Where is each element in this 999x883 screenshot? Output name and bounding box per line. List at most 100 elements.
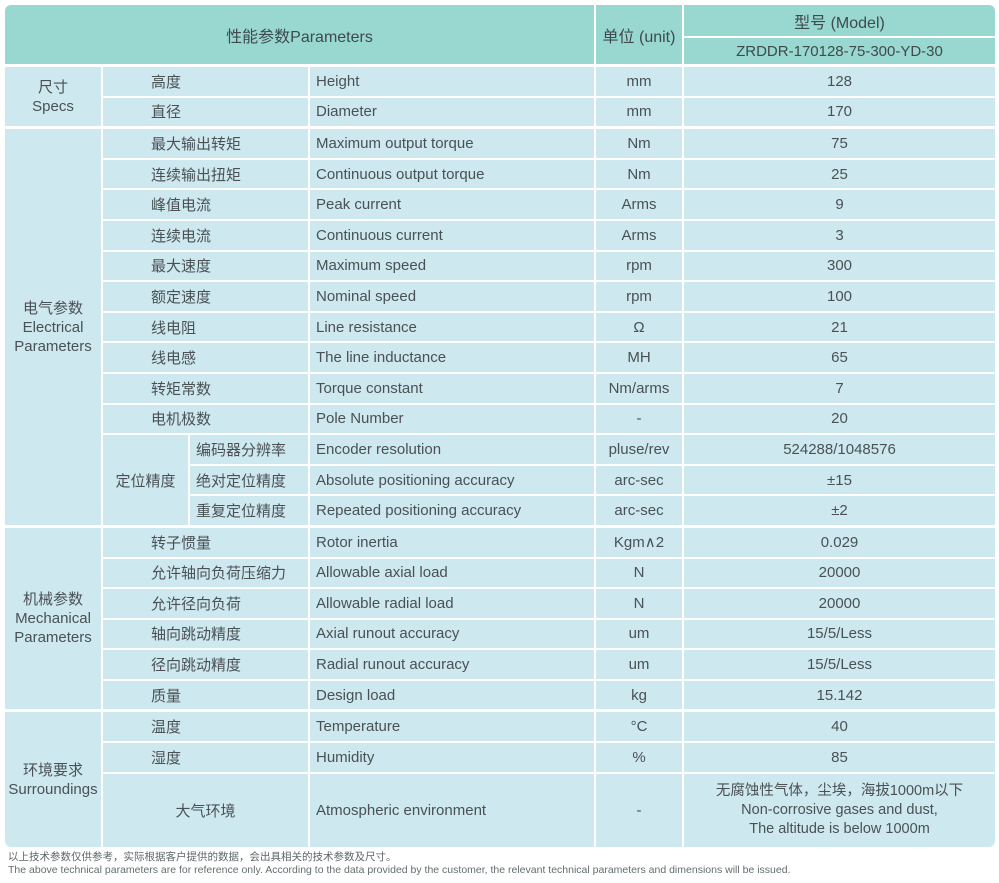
param-label-en: Allowable radial load — [310, 589, 594, 618]
param-value: 7 — [684, 373, 995, 403]
param-value-atmospheric: 无腐蚀性气体，尘埃，海拔1000m以下 Non-corrosive gases … — [684, 773, 995, 847]
param-label-zh: 编码器分辨率 — [190, 435, 308, 464]
param-label-zh: 连续电流 — [103, 220, 308, 250]
param-label-en: Design load — [310, 680, 594, 710]
param-unit: Nm/arms — [596, 373, 682, 403]
param-value: 75 — [684, 129, 995, 158]
param-unit: arc-sec — [596, 465, 682, 495]
param-label-en: Temperature — [310, 712, 594, 742]
param-label-zh: 高度 — [103, 67, 308, 96]
param-unit: Arms — [596, 190, 682, 219]
param-unit: - — [596, 404, 682, 434]
param-label-en: Pole Number — [310, 404, 594, 434]
param-value: 15/5/Less — [684, 650, 995, 679]
param-unit: - — [596, 773, 682, 847]
param-label-zh: 绝对定位精度 — [190, 465, 308, 495]
param-label-zh: 最大速度 — [103, 251, 308, 281]
param-value: 0.029 — [684, 527, 995, 557]
param-unit: arc-sec — [596, 496, 682, 525]
param-unit: mm — [596, 97, 682, 127]
param-label-en: Repeated positioning accuracy — [310, 496, 594, 525]
table-header: 性能参数Parameters 单位 (unit) 型号 (Model) ZRDD… — [5, 5, 995, 64]
param-value: 20000 — [684, 558, 995, 588]
param-value: 15.142 — [684, 680, 995, 710]
param-value: 40 — [684, 712, 995, 742]
param-label-en: The line inductance — [310, 343, 594, 372]
param-value: 20 — [684, 404, 995, 434]
param-label-en: Absolute positioning accuracy — [310, 465, 594, 495]
param-label-en: Torque constant — [310, 373, 594, 403]
subgroup-positioning-accuracy: 定位精度 — [103, 435, 188, 525]
group-label-en: Surroundings — [8, 780, 98, 798]
header-unit: 单位 (unit) — [596, 5, 682, 64]
group-label-en: Electrical Parameters — [14, 318, 92, 355]
param-label-en: Line resistance — [310, 312, 594, 342]
section-specs: 尺寸 Specs 高度 Height mm 128 直径 Diameter mm… — [5, 67, 995, 127]
param-label-zh: 最大输出转矩 — [103, 129, 308, 158]
group-label-zh: 环境要求 — [22, 761, 83, 779]
param-label-zh: 电机极数 — [103, 404, 308, 434]
param-value: 25 — [684, 159, 995, 189]
param-value: 524288/1048576 — [684, 435, 995, 464]
section-mechanical: 机械参数 Mechanical Parameters 转子惯量 Rotor in… — [5, 527, 995, 710]
param-unit: mm — [596, 67, 682, 96]
param-unit: rpm — [596, 282, 682, 311]
param-value: 100 — [684, 282, 995, 311]
param-label-en: Radial runout accuracy — [310, 650, 594, 679]
param-unit: pluse/rev — [596, 435, 682, 464]
param-unit: Nm — [596, 159, 682, 189]
param-label-en: Continuous output torque — [310, 159, 594, 189]
param-label-en: Nominal speed — [310, 282, 594, 311]
param-label-zh: 允许径向负荷 — [103, 589, 308, 618]
param-label-en: Encoder resolution — [310, 435, 594, 464]
atmospheric-line-en1: Non-corrosive gases and dust, — [741, 801, 938, 818]
param-label-en: Rotor inertia — [310, 527, 594, 557]
param-label-en: Allowable axial load — [310, 558, 594, 588]
param-unit: kg — [596, 680, 682, 710]
param-label-zh: 轴向跳动精度 — [103, 619, 308, 649]
param-unit: rpm — [596, 251, 682, 281]
param-label-en: Humidity — [310, 743, 594, 772]
param-label-en: Peak current — [310, 190, 594, 219]
param-value: 3 — [684, 220, 995, 250]
param-label-en: Height — [310, 67, 594, 96]
section-surroundings: 环境要求 Surroundings 温度 Temperature °C 40 湿… — [5, 712, 995, 847]
group-label-zh: 机械参数 — [22, 591, 83, 609]
param-label-en: Maximum output torque — [310, 129, 594, 158]
param-label-zh: 大气环境 — [103, 773, 308, 847]
param-label-zh: 直径 — [103, 97, 308, 127]
group-label-en: Mechanical Parameters — [14, 610, 92, 647]
param-label-zh: 温度 — [103, 712, 308, 742]
param-unit: N — [596, 589, 682, 618]
param-value: 300 — [684, 251, 995, 281]
param-value: 20000 — [684, 589, 995, 618]
atmospheric-line-en2: The altitude is below 1000m — [749, 820, 930, 837]
group-label-electrical: 电气参数 Electrical Parameters — [5, 129, 101, 525]
param-value: 128 — [684, 67, 995, 96]
param-unit: Nm — [596, 129, 682, 158]
param-value: 9 — [684, 190, 995, 219]
group-label-specs: 尺寸 Specs — [5, 67, 101, 127]
param-label-zh: 连续输出扭矩 — [103, 159, 308, 189]
footer-note-zh: 以上技术参数仅供参考，实际根据客户提供的数据，会出具相关的技术参数及尺寸。 — [8, 851, 397, 863]
param-label-en: Continuous current — [310, 220, 594, 250]
group-label-surroundings: 环境要求 Surroundings — [5, 712, 101, 847]
param-label-zh: 线电感 — [103, 343, 308, 372]
group-label-en: Specs — [32, 97, 74, 115]
param-value: 170 — [684, 97, 995, 127]
group-label-zh: 电气参数 — [22, 299, 83, 317]
param-value: ±2 — [684, 496, 995, 525]
group-label-mechanical: 机械参数 Mechanical Parameters — [5, 527, 101, 710]
param-unit: Ω — [596, 312, 682, 342]
param-label-zh: 径向跳动精度 — [103, 650, 308, 679]
footer-note-en: The above technical parameters are for r… — [8, 864, 791, 876]
param-unit: um — [596, 650, 682, 679]
param-label-en: Axial runout accuracy — [310, 619, 594, 649]
param-unit: Kgm∧2 — [596, 527, 682, 557]
param-label-zh: 峰值电流 — [103, 190, 308, 219]
param-label-zh: 质量 — [103, 680, 308, 710]
param-label-zh: 额定速度 — [103, 282, 308, 311]
param-label-zh: 重复定位精度 — [190, 496, 308, 525]
param-label-en: Maximum speed — [310, 251, 594, 281]
param-value: 85 — [684, 743, 995, 772]
